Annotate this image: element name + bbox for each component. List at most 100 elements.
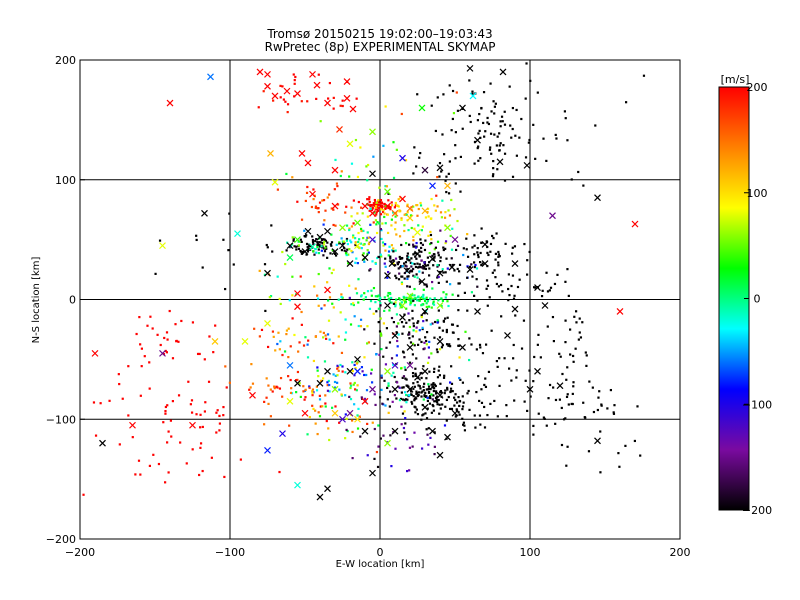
data-dot xyxy=(424,239,427,242)
data-dot xyxy=(418,329,421,332)
data-dot xyxy=(416,203,419,207)
data-dot xyxy=(391,400,394,403)
data-dot xyxy=(451,331,455,334)
data-dot xyxy=(413,252,416,255)
data-dot xyxy=(341,240,344,243)
data-dot xyxy=(515,108,518,112)
data-dot xyxy=(554,398,558,402)
data-dot xyxy=(296,370,300,374)
data-dot xyxy=(458,356,461,359)
data-dot xyxy=(340,249,344,252)
data-dot xyxy=(320,245,323,248)
data-dot xyxy=(480,401,484,404)
data-dot xyxy=(354,287,357,290)
data-dot xyxy=(281,250,284,254)
data-dot xyxy=(459,378,462,381)
data-dot xyxy=(413,262,416,266)
data-dot xyxy=(430,241,433,245)
data-dot xyxy=(358,238,361,241)
data-dot xyxy=(433,204,436,207)
data-dot xyxy=(175,339,178,343)
data-dot xyxy=(344,252,348,255)
data-dot xyxy=(366,198,369,201)
data-dot xyxy=(117,373,120,376)
y-tick-label: −100 xyxy=(46,413,76,426)
data-dot xyxy=(422,297,425,300)
data-dot xyxy=(439,229,442,232)
data-cross xyxy=(301,248,309,256)
data-dot xyxy=(416,321,419,324)
data-dot xyxy=(379,296,382,299)
data-dot xyxy=(390,316,394,320)
data-dot xyxy=(185,462,188,465)
data-dot xyxy=(317,375,320,378)
data-dot xyxy=(398,386,401,389)
data-dot xyxy=(387,384,390,387)
data-dot xyxy=(308,415,311,419)
data-dot xyxy=(287,327,290,330)
data-dot xyxy=(406,268,409,271)
data-dot xyxy=(222,405,225,409)
data-dot xyxy=(494,102,497,105)
data-cross xyxy=(346,260,354,267)
data-dot xyxy=(441,299,445,302)
data-dot xyxy=(418,263,421,266)
data-dot xyxy=(387,199,390,202)
data-dot xyxy=(343,249,346,252)
data-dot xyxy=(368,196,371,199)
data-dot xyxy=(430,393,433,396)
data-dot xyxy=(404,261,408,264)
data-dot xyxy=(300,252,303,255)
data-dot xyxy=(450,382,454,385)
data-dot xyxy=(401,265,404,268)
data-dot xyxy=(396,263,400,266)
data-cross xyxy=(294,90,301,97)
data-dot xyxy=(427,390,431,394)
data-dot xyxy=(320,249,323,252)
data-dot xyxy=(400,423,403,426)
data-dot xyxy=(569,353,572,356)
data-dot xyxy=(449,345,452,348)
data-cross xyxy=(421,308,429,315)
data-dot xyxy=(380,374,383,377)
data-cross xyxy=(481,240,489,248)
data-dot xyxy=(411,262,414,265)
data-dot xyxy=(394,201,397,205)
data-dot xyxy=(348,395,351,398)
data-dot xyxy=(350,303,353,306)
data-dot xyxy=(402,325,405,328)
data-dot xyxy=(419,241,423,245)
data-cross xyxy=(384,367,391,375)
data-dot xyxy=(249,386,252,389)
data-dot xyxy=(402,426,406,430)
data-dot xyxy=(387,411,390,414)
data-dot xyxy=(466,276,469,279)
data-cross xyxy=(286,254,294,262)
data-dot xyxy=(416,413,420,416)
data-dot xyxy=(458,376,461,380)
data-dot xyxy=(455,408,458,411)
data-dot xyxy=(311,238,315,242)
data-dot xyxy=(497,264,500,267)
data-dot xyxy=(446,267,449,270)
data-dot xyxy=(324,402,327,405)
data-dot xyxy=(315,389,319,392)
data-dot xyxy=(289,378,292,382)
data-dot xyxy=(609,388,613,392)
data-dot xyxy=(364,296,367,299)
data-dot xyxy=(479,346,482,349)
data-dot xyxy=(314,335,317,338)
data-dot xyxy=(483,383,486,387)
data-dot xyxy=(537,412,540,415)
data-dot xyxy=(293,82,296,85)
data-dot xyxy=(412,274,415,277)
data-dot xyxy=(494,276,497,279)
data-cross xyxy=(264,269,271,277)
data-dot xyxy=(510,379,513,382)
data-dot xyxy=(402,386,405,389)
data-dot xyxy=(412,172,415,175)
data-dot xyxy=(446,388,449,391)
data-dot xyxy=(361,370,364,373)
data-dot xyxy=(434,396,438,400)
data-dot xyxy=(392,262,395,265)
